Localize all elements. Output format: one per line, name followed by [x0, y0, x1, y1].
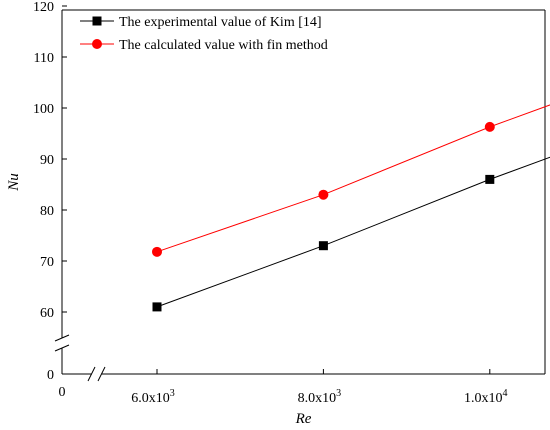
x-tick-label: 1.0x104	[464, 388, 508, 406]
x-tick-label: 0	[59, 385, 66, 400]
y-tick-label: 110	[34, 51, 54, 66]
y-tick-label: 70	[40, 255, 54, 270]
series-2-point	[318, 189, 329, 200]
y-axis-break-mark	[54, 334, 70, 342]
x-axis-break-mark	[87, 366, 96, 382]
series-2-point	[152, 246, 162, 257]
series-1-point	[152, 302, 162, 312]
y-tick-label: 80	[40, 204, 54, 219]
legend-marker-1	[92, 16, 102, 26]
legend-label-1: The experimental value of Kim [14]	[119, 15, 322, 30]
legend-label-2: The calculated value with fin method	[119, 38, 328, 53]
legend-marker-2	[92, 39, 102, 49]
y-tick-label: 100	[33, 102, 54, 117]
y-axis-break-mark	[54, 344, 70, 352]
x-axis-break-mark	[97, 366, 106, 382]
series-1-point	[318, 241, 328, 251]
series-1-point	[485, 174, 495, 184]
x-axis-title: Re	[295, 411, 312, 427]
y-tick-label: 120	[33, 0, 54, 15]
legend: The experimental value of Kim [14] The ca…	[80, 15, 328, 53]
y-tick-label: 90	[40, 153, 54, 168]
y-axis-title: Nu	[6, 173, 22, 192]
series-2-point	[484, 121, 495, 132]
y-tick-label: 0	[47, 368, 54, 383]
y-tick-label: 60	[40, 306, 54, 321]
axes-group: 0 60 70 80 90 100 110 120 0 6.0x103 8.0x103 1.0x104…	[6, 0, 546, 427]
x-tick-label: 6.0x103	[131, 388, 175, 406]
series-line-2	[156, 104, 550, 253]
series-layer	[152, 104, 550, 312]
series-line-1	[156, 156, 550, 308]
x-tick-label: 8.0x103	[298, 388, 342, 406]
